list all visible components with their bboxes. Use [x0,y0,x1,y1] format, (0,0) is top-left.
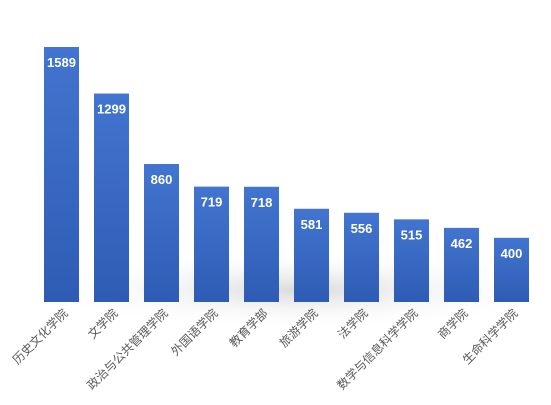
bar-2 [144,163,179,302]
bar-4 [244,186,279,302]
data-label-2: 860 [151,172,173,187]
data-label-0: 1589 [47,55,76,70]
data-label-7: 515 [401,227,423,242]
bar-7 [394,219,429,302]
data-labels-group: 1589 1299 860 719 718 581 556 515 462 400 [47,55,522,261]
x-tick-label-0: 历史文化学院 [9,306,71,368]
bar-3 [194,186,229,302]
data-label-4: 718 [251,195,273,210]
data-label-8: 462 [451,236,473,251]
bar-1 [94,93,129,303]
bar-6 [344,212,379,302]
bar-0 [44,47,79,302]
data-label-1: 1299 [97,102,126,117]
data-label-9: 400 [501,246,523,261]
data-label-5: 581 [301,217,323,232]
bars-group [44,47,529,303]
data-label-3: 719 [201,195,223,210]
data-label-6: 556 [351,221,373,236]
bar-5 [294,208,329,302]
bar-8 [444,227,479,302]
bar-9 [494,237,529,302]
